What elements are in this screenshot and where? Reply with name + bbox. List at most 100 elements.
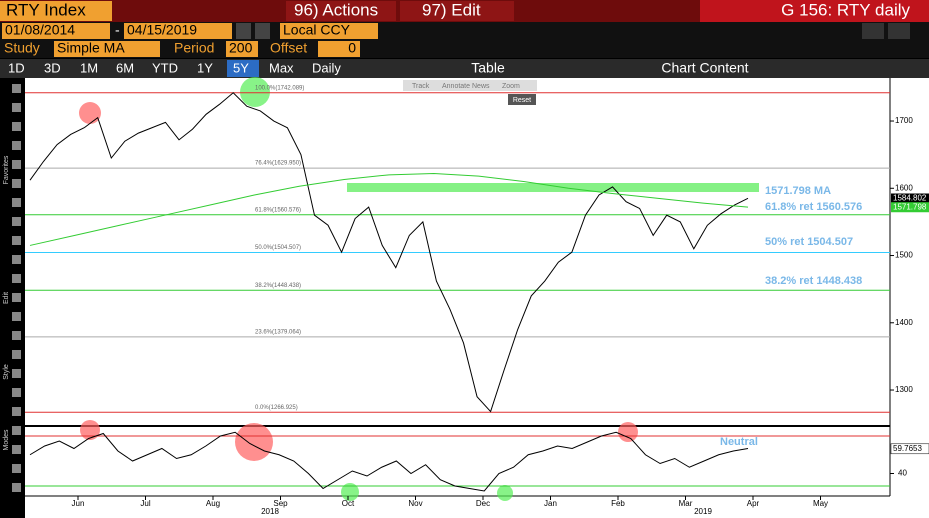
- tool-icon[interactable]: [12, 198, 21, 207]
- ticker: RTY Index: [6, 0, 86, 19]
- frequency[interactable]: Daily: [312, 60, 341, 75]
- tool-icon[interactable]: [12, 350, 21, 359]
- highlight-circle: [79, 102, 101, 124]
- x-tick-label: Sep: [273, 499, 288, 508]
- x-tick-label: Aug: [206, 499, 220, 508]
- last-value-box: [890, 443, 929, 455]
- period-field[interactable]: [226, 41, 258, 57]
- tool-icon[interactable]: [12, 369, 21, 378]
- annotation: 38.2% ret 1448.438: [765, 275, 862, 287]
- tool-icon[interactable]: [12, 122, 21, 131]
- overlay-tool[interactable]: News: [472, 83, 490, 90]
- next-button[interactable]: [255, 23, 270, 39]
- x-tick-label: Jan: [544, 499, 557, 508]
- range-button[interactable]: 6M: [116, 60, 134, 75]
- x-tick-label: Mar: [679, 499, 693, 508]
- side-label: Edit: [3, 292, 10, 304]
- reset: Reset: [513, 97, 531, 104]
- tool-icon[interactable]: [12, 274, 21, 283]
- last-value-label: 59.7653: [893, 444, 922, 453]
- side-label: Favorites: [3, 155, 10, 184]
- fib-label: 61.8%(1560.576): [255, 207, 301, 213]
- y-tick-label: 1600: [895, 183, 913, 192]
- reset-button[interactable]: [508, 94, 536, 105]
- side-label: Modes: [3, 429, 10, 451]
- x-tick-label: May: [813, 499, 828, 508]
- tool-icon[interactable]: [12, 293, 21, 302]
- tool-icon[interactable]: [12, 426, 21, 435]
- x-tick-label: Dec: [476, 499, 490, 508]
- tool-icon[interactable]: [12, 483, 21, 492]
- y-tick-label: 40: [898, 469, 907, 478]
- tool-icon[interactable]: [12, 464, 21, 473]
- study-label: Study: [4, 40, 40, 56]
- tool-icon[interactable]: [12, 255, 21, 264]
- tool-icon[interactable]: [12, 331, 21, 340]
- actions: 96) Actions: [294, 0, 378, 19]
- fib-label: 100.0%(1742.089): [255, 85, 304, 91]
- tool-icon[interactable]: [12, 103, 21, 112]
- y-tick-label: 1700: [895, 116, 913, 125]
- undo-button[interactable]: [862, 23, 884, 39]
- tool-icon[interactable]: [12, 407, 21, 416]
- annotation: 61.8% ret 1560.576: [765, 201, 862, 213]
- fib-label: 38.2%(1448.438): [255, 283, 301, 289]
- year-label: 2019: [694, 507, 712, 516]
- x-tick-label: Oct: [342, 499, 355, 508]
- range-button[interactable]: 3D: [44, 60, 61, 75]
- tool-icon[interactable]: [12, 84, 21, 93]
- range-button[interactable]: 1Y: [197, 60, 213, 75]
- highlight-circle: [618, 422, 638, 442]
- chart-content-button[interactable]: Chart Content: [661, 60, 748, 76]
- tool-icon[interactable]: [12, 160, 21, 169]
- currency-field[interactable]: [280, 23, 378, 39]
- table-button[interactable]: Table: [471, 60, 505, 76]
- year-label: 2018: [261, 507, 279, 516]
- annotation: 1571.798 MA: [765, 185, 831, 197]
- x-tick-label: Jul: [140, 499, 150, 508]
- fib-label: 0.0%(1266.925): [255, 405, 298, 411]
- range-button[interactable]: 1D: [8, 60, 25, 75]
- tool-icon[interactable]: [12, 141, 21, 150]
- range-active: [227, 60, 259, 77]
- prev-button[interactable]: [236, 23, 251, 39]
- range-button[interactable]: 1M: [80, 60, 98, 75]
- side-label: Style: [3, 364, 10, 380]
- end-date: 04/15/2019: [127, 22, 197, 38]
- edit-button[interactable]: [400, 1, 514, 21]
- currency: Local CCY: [283, 22, 351, 38]
- tool-icon[interactable]: [12, 312, 21, 321]
- tool-icon[interactable]: [12, 388, 21, 397]
- fib-label: 76.4%(1629.950): [255, 161, 301, 167]
- tool-icon[interactable]: [12, 236, 21, 245]
- window-title: G 156: RTY daily: [781, 0, 910, 19]
- edit: 97) Edit: [422, 0, 481, 19]
- actions-button[interactable]: [286, 1, 396, 21]
- range-button[interactable]: 5Y: [233, 60, 249, 75]
- overlay-tool[interactable]: Annotate: [442, 83, 470, 90]
- start-field[interactable]: [2, 23, 110, 39]
- last-value-label: 1584.802: [893, 194, 927, 203]
- end-field[interactable]: [124, 23, 232, 39]
- range-button[interactable]: YTD: [152, 60, 178, 75]
- tool-icon[interactable]: [12, 217, 21, 226]
- study-field[interactable]: [54, 41, 160, 57]
- period-label: Period: [174, 40, 214, 56]
- tool-icon[interactable]: [12, 179, 21, 188]
- overlay-tool[interactable]: Track: [412, 83, 430, 90]
- range-button[interactable]: Max: [269, 60, 294, 75]
- y-tick-label: 1500: [895, 251, 913, 260]
- start-date: 01/08/2014: [5, 22, 75, 38]
- last-value-box: [891, 202, 929, 213]
- last-value-box: [891, 193, 929, 204]
- redo-button[interactable]: [888, 23, 910, 39]
- overlay-tool[interactable]: Zoom: [502, 83, 520, 90]
- tool-icon[interactable]: [12, 445, 21, 454]
- ticker-field[interactable]: [0, 1, 112, 21]
- highlight-circle: [341, 483, 359, 501]
- dash: -: [115, 22, 120, 38]
- chart-area: [25, 78, 929, 518]
- offset-field[interactable]: [318, 41, 360, 57]
- highlight-circle: [235, 423, 273, 461]
